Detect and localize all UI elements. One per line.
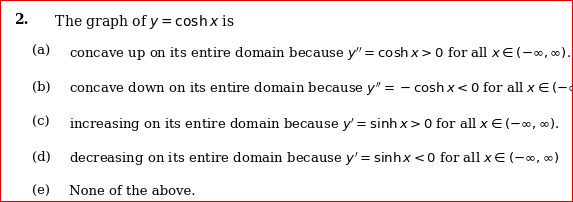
Text: 2.: 2. [14,13,29,27]
Text: (c): (c) [32,116,49,129]
Text: increasing on its entire domain because $y' = \sinh x > 0$ for all $x \in (-\inf: increasing on its entire domain because … [69,116,560,134]
Text: decreasing on its entire domain because $y' = \sinh x < 0$ for all $x \in (-\inf: decreasing on its entire domain because … [69,150,559,168]
Text: (a): (a) [32,45,50,58]
Text: concave up on its entire domain because $y'' = \cosh x > 0$ for all $x \in (-\in: concave up on its entire domain because … [69,45,571,63]
Text: (e): (e) [32,185,49,198]
Text: (d): (d) [32,150,50,163]
Text: concave down on its entire domain because $y'' = -\cosh x < 0$ for all $x \in (-: concave down on its entire domain becaus… [69,81,573,98]
Text: (b): (b) [32,81,50,94]
Text: None of the above.: None of the above. [69,185,195,198]
Text: The graph of $y = \cosh x$ is: The graph of $y = \cosh x$ is [46,13,234,31]
